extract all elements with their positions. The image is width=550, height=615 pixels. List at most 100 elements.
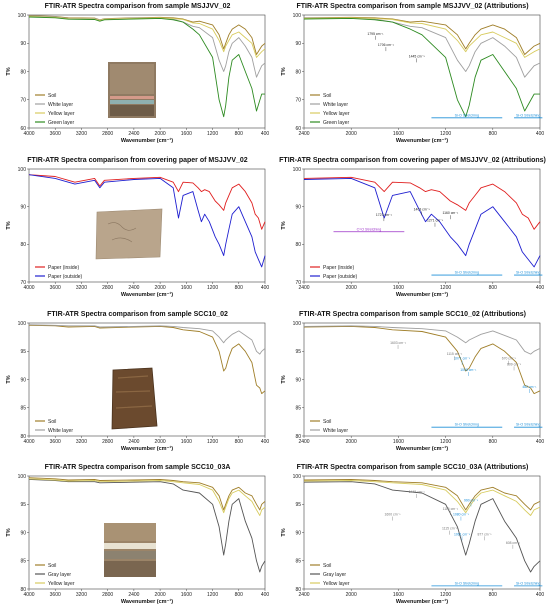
chart-title: FTIR-ATR Spectra comparison from sample … — [296, 3, 529, 10]
photo-soil-texture — [115, 374, 153, 409]
x-tick-label: 400 — [261, 592, 270, 598]
chart-title: FTIR-ATR Spectra comparison from sample … — [296, 464, 529, 472]
y-tick-label: 100 — [293, 13, 302, 19]
series-line-paper-outside- — [28, 174, 266, 268]
series-line-paper-inside- — [303, 176, 541, 230]
y-tick-label: 90 — [295, 377, 301, 383]
x-tick-label: 400 — [536, 439, 545, 445]
x-tick-label: 2400 — [128, 592, 139, 598]
x-axis-label: Wavenumber (cm⁻¹) — [121, 291, 173, 298]
brown-stone-sample-photo — [108, 62, 156, 118]
series-line-soil — [303, 325, 541, 394]
x-tick-label: 400 — [261, 131, 270, 137]
y-axis-label: T% — [6, 221, 12, 229]
peak-annotation: 1706 cm⁻¹ — [378, 43, 395, 47]
series-line-soil — [303, 16, 541, 55]
y-tick-label: 90 — [20, 204, 26, 210]
chart-title: FTIR-ATR Spectra comparison from sample … — [47, 310, 228, 318]
attribution-label: Si-O Stretching — [516, 582, 540, 586]
peak-annotation: 670 cm⁻¹ — [502, 356, 517, 360]
x-tick-label: 1600 — [181, 285, 192, 291]
x-tick-label: 3200 — [76, 439, 87, 445]
legend-label: Green layer — [323, 120, 349, 126]
x-tick-label: 3200 — [76, 131, 87, 137]
x-tick-label: 2000 — [155, 439, 166, 445]
x-tick-label: 2800 — [102, 131, 113, 137]
x-tick-label: 2800 — [102, 592, 113, 598]
legend-label: White layer — [323, 427, 348, 433]
x-tick-label: 400 — [536, 131, 545, 137]
chart-plot: 80 85 90 95 100 4000 3600 3200 2800 2400 2000 1600 1… — [6, 474, 270, 605]
x-tick-label: 4000 — [23, 592, 34, 598]
y-tick-label: 100 — [293, 167, 302, 173]
photo-blue-band — [110, 100, 154, 104]
x-tick-label: 800 — [489, 592, 498, 598]
y-axis-label: T% — [6, 67, 12, 75]
peak-annotation: 1008 cm⁻¹ — [460, 368, 477, 372]
series-line-soil — [303, 479, 541, 511]
y-tick-label: 100 — [293, 320, 302, 326]
x-tick-label: 1200 — [440, 131, 451, 137]
x-tick-label: 800 — [489, 439, 498, 445]
x-tick-label: 1200 — [440, 285, 451, 291]
photo-top-layer — [110, 64, 154, 94]
y-axis-label: T% — [281, 375, 287, 383]
y-axis-label: T% — [281, 529, 287, 537]
x-tick-label: 1200 — [207, 439, 218, 445]
chart-plot: 80 85 90 95 100 2400 2000 1600 1200 800 400 Wavenum… — [281, 320, 545, 451]
y-tick-label: 80 — [295, 433, 301, 439]
x-tick-label: 800 — [489, 285, 498, 291]
photo-soil — [111, 367, 158, 429]
y-axis-label: T% — [281, 67, 287, 75]
paper-sample-photo — [95, 208, 163, 260]
peak-annotation: 482 cm⁻¹ — [522, 384, 537, 388]
peak-annotation: 608 cm⁻¹ — [506, 541, 521, 545]
series-line-yellow-layer — [303, 17, 541, 58]
x-tick-label: 2400 — [128, 285, 139, 291]
y-tick-label: 100 — [293, 474, 302, 480]
attribution-label: Si-O Stretching — [455, 113, 479, 117]
x-tick-label: 800 — [235, 439, 244, 445]
x-tick-label: 1600 — [181, 439, 192, 445]
x-tick-label: 2000 — [346, 131, 357, 137]
chart-plot: 80 85 90 95 100 2400 2000 1600 1200 800 400 Wavenum… — [281, 474, 544, 605]
x-tick-label: 1600 — [393, 592, 404, 598]
x-tick-label: 2000 — [155, 285, 166, 291]
attribution-label: Si-O Stretching — [516, 113, 540, 117]
y-tick-label: 95 — [295, 502, 301, 508]
legend-label: Yellow layer — [48, 111, 75, 117]
x-tick-label: 1200 — [440, 439, 451, 445]
x-axis-label: Wavenumber (cm⁻¹) — [121, 445, 173, 452]
series-line-gray-layer — [303, 481, 541, 573]
legend-label: White layer — [48, 427, 73, 433]
legend-label: Soil — [48, 418, 56, 424]
spectra-panel-msjjvv-02: FTIR-ATR Spectra comparison from sample … — [0, 0, 275, 154]
y-axis-label: T% — [6, 375, 12, 383]
y-axis-label: T% — [281, 221, 287, 229]
y-tick-label: 80 — [295, 242, 301, 248]
attribution-label: C=O Stretching — [357, 227, 382, 231]
x-tick-label: 2000 — [346, 439, 357, 445]
y-tick-label: 80 — [20, 433, 26, 439]
x-tick-label: 2800 — [102, 285, 113, 291]
peak-annotation: 1061 cm⁻¹ — [454, 533, 471, 537]
peak-annotation: 877 cm⁻¹ — [478, 533, 493, 537]
peak-annotation: 1603 cm⁻¹ — [390, 340, 407, 344]
series-line-soil — [28, 324, 266, 394]
chart-title: FTIR-ATR Spectra comparison from sample … — [44, 464, 231, 472]
x-tick-label: 800 — [489, 131, 498, 137]
chart-title: FTIR-ATR Spectra comparison from coverin… — [27, 156, 248, 164]
chart-plot: 80 85 90 95 100 4000 3600 3200 2800 2400 2000 1600 1… — [6, 320, 269, 452]
x-axis-label: Wavenumber (cm⁻¹) — [121, 598, 173, 605]
photo-paper — [95, 208, 163, 260]
spectra-panel-covering-paper: FTIR-ATR Spectra comparison from coverin… — [0, 154, 275, 308]
y-tick-label: 80 — [20, 242, 26, 248]
peak-annotation: 1271 cm⁻¹ — [427, 218, 444, 222]
peak-annotation: 1116 cm⁻¹ — [443, 507, 459, 511]
series-line-gray-layer — [28, 479, 266, 573]
peak-annotation: 1445 cm⁻¹ — [409, 490, 426, 494]
photo-core-light-band — [104, 543, 156, 550]
y-tick-label: 85 — [20, 405, 26, 411]
chart-plot: 60 70 80 90 100 4000 3600 3200 2800 2400 2000 1600 1… — [6, 13, 270, 144]
chart-plot: 70 80 90 100 2400 2000 1600 1200 800 400 Wavenumbe… — [281, 167, 544, 298]
